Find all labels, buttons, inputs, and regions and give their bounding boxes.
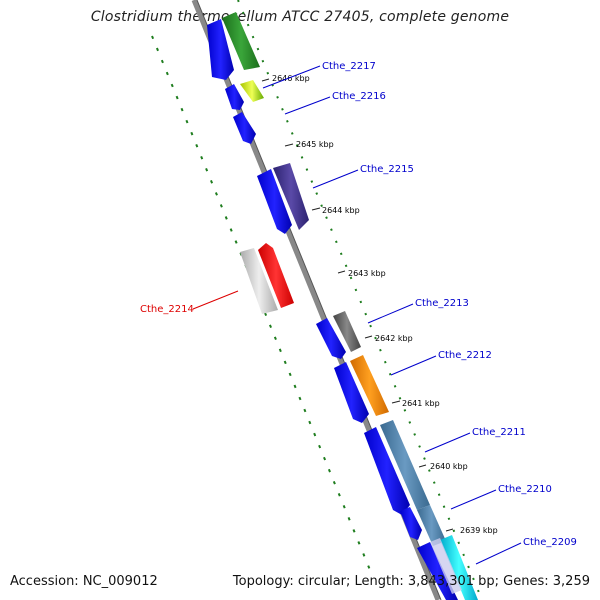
map-title: Clostridium thermocellum ATCC 27405, com… xyxy=(90,9,510,25)
gene-arrow[interactable] xyxy=(258,243,294,308)
gene-label-cthe-2215[interactable]: Cthe_2215 xyxy=(360,164,414,175)
tick-label: 2646 kbp xyxy=(272,74,310,83)
gene-arrow[interactable] xyxy=(333,311,361,352)
tick-label: 2640 kbp xyxy=(430,462,468,471)
gene-arrow[interactable] xyxy=(417,542,458,600)
gene-arrow[interactable] xyxy=(350,355,389,416)
gene-arrow[interactable] xyxy=(240,80,264,102)
gene-arrow[interactable] xyxy=(233,112,256,144)
tick-label: 2644 kbp xyxy=(322,206,360,215)
gene-arrow[interactable] xyxy=(430,538,462,594)
gene-arrow[interactable] xyxy=(364,427,410,515)
gene-label-cthe-2209[interactable]: Cthe_2209 xyxy=(523,537,577,548)
tick-label: 2645 kbp xyxy=(296,140,334,149)
gene-label-cthe-2212[interactable]: Cthe_2212 xyxy=(438,350,492,361)
scale-ticks: 2646 kbp 2645 kbp 2644 kbp 2643 kbp 2642… xyxy=(261,74,498,535)
tick-label: 2639 kbp xyxy=(460,526,498,535)
gene-arrow[interactable] xyxy=(400,507,422,540)
gene-label-cthe-2211[interactable]: Cthe_2211 xyxy=(472,427,526,438)
gene-arrow[interactable] xyxy=(316,318,346,359)
gene-label-cthe-2216[interactable]: Cthe_2216 xyxy=(332,91,386,102)
tick-label: 2642 kbp xyxy=(375,334,413,343)
gene-label-cthe-2214[interactable]: Cthe_2214 xyxy=(140,304,194,315)
gene-arrow[interactable] xyxy=(225,84,244,110)
gene-label-cthe-2213[interactable]: Cthe_2213 xyxy=(415,298,469,309)
gene-label-cthe-2217[interactable]: Cthe_2217 xyxy=(322,61,376,72)
label-leaders xyxy=(192,65,522,565)
genome-summary-text: Topology: circular; Length: 3,843,301 bp… xyxy=(232,574,590,589)
gene-arrow[interactable] xyxy=(240,248,278,314)
gene-arrow[interactable] xyxy=(334,362,369,423)
accession-text: Accession: NC_009012 xyxy=(10,574,158,589)
tick-label: 2643 kbp xyxy=(348,269,386,278)
gene-labels: Cthe_2217 Cthe_2216 Cthe_2215 Cthe_2214 … xyxy=(140,61,577,548)
gene-label-cthe-2210[interactable]: Cthe_2210 xyxy=(498,484,552,495)
gene-arrow[interactable] xyxy=(440,535,478,600)
gene-arrow[interactable] xyxy=(207,19,234,80)
gene-arrow[interactable] xyxy=(257,169,292,234)
gene-arrow[interactable] xyxy=(273,163,309,230)
tick-label: 2641 kbp xyxy=(402,399,440,408)
gene-arrow[interactable] xyxy=(222,12,260,70)
gene-arrow[interactable] xyxy=(417,505,446,546)
gene-arrow[interactable] xyxy=(380,420,430,510)
